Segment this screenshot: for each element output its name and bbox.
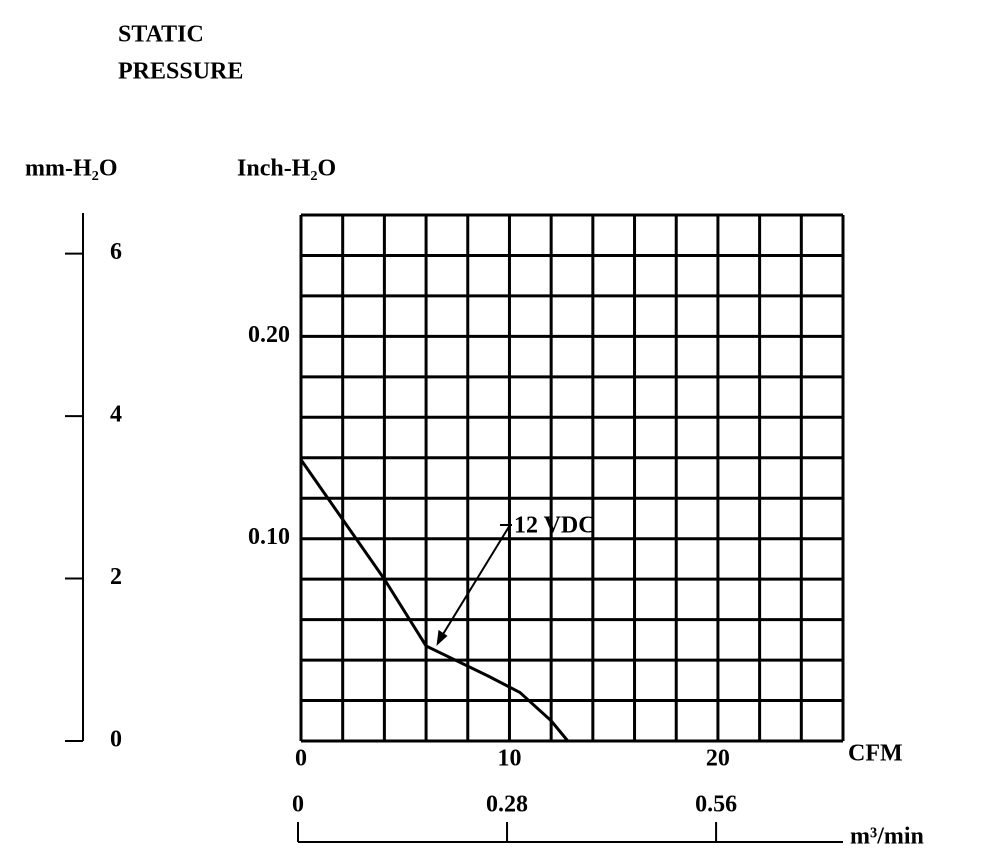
arrow-head [436, 629, 448, 646]
y-tick-label: 0.20 [248, 322, 290, 348]
chart-title: STATIC [118, 22, 204, 48]
x2-tick-label: 0.56 [695, 792, 737, 818]
y2-tick-label: 4 [110, 402, 122, 428]
x2-tick-label: 0 [292, 792, 304, 818]
y-axis-label: Inch-H₂O [237, 156, 336, 182]
y-tick-label: 0.10 [248, 524, 290, 550]
y2-tick-label: 0 [110, 727, 122, 753]
annotation-arrow [438, 524, 511, 641]
y2-tick-label: 2 [110, 564, 122, 590]
legend-label: 12 VDC [514, 513, 596, 539]
x-axis-label: CFM [848, 741, 903, 767]
chart-title: PRESSURE [118, 59, 243, 85]
x2-tick-label: 0.28 [486, 792, 528, 818]
x2-axis-label: m³/min [850, 824, 924, 850]
x-tick-label: 20 [706, 746, 730, 772]
y2-tick-label: 6 [110, 239, 122, 265]
x-tick-label: 10 [497, 746, 521, 772]
x-tick-label: 0 [295, 746, 307, 772]
y2-axis-label: mm-H₂O [25, 156, 118, 182]
data-line [299, 458, 569, 742]
